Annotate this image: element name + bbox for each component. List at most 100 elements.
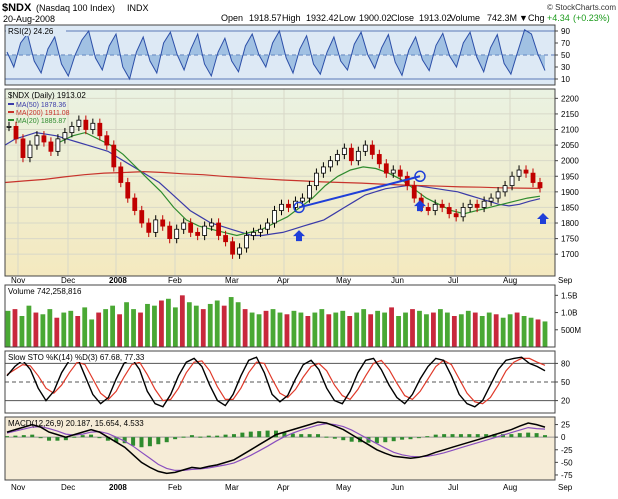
header-date: 20-Aug-2008 — [3, 14, 55, 24]
x-axis-label: Aug — [503, 276, 517, 285]
volume-bar — [486, 312, 492, 347]
candle-body — [6, 126, 12, 128]
macd-histogram-bar — [97, 437, 102, 439]
price-tick-label: 1900 — [561, 188, 579, 197]
volume-bar — [145, 303, 150, 347]
macd-histogram-bar — [164, 437, 169, 443]
header-description: (Nasdaq 100 Index) — [36, 3, 115, 13]
candle-body — [174, 228, 180, 239]
volume-bar — [263, 310, 269, 347]
candle-body — [348, 147, 354, 162]
candle-body — [195, 231, 201, 236]
macd-histogram-bar — [89, 434, 94, 438]
candle-body — [111, 144, 117, 168]
price-tick-label: 1800 — [561, 219, 579, 228]
volume-bar — [12, 309, 18, 347]
macd-histogram-bar — [55, 437, 60, 441]
macd-histogram-bar — [517, 433, 522, 438]
volume-bar — [33, 312, 39, 347]
macd-histogram-bar — [173, 437, 178, 440]
candle-body — [474, 203, 480, 208]
volume-bar — [242, 309, 248, 347]
rsi-title: RSI(2) 24.26 — [8, 27, 54, 36]
candle-body — [265, 222, 270, 230]
price-title: $NDX (Daily) 1913.02 — [8, 91, 86, 100]
rsi-tick-label: 10 — [561, 75, 570, 84]
macd-histogram-bar — [408, 437, 413, 440]
candle-body — [251, 231, 256, 236]
rsi-tick-label: 50 — [561, 51, 570, 60]
x-axis: Nov Nov Dec Dec 2008 2008 Feb Feb Mar Mar Apr Apr Ma… — [11, 276, 573, 492]
candle-body — [279, 203, 284, 211]
macd-histogram-bar — [114, 437, 119, 443]
candle-body — [209, 222, 215, 227]
rsi-tick-label: 30 — [561, 63, 570, 72]
volume-bar — [96, 312, 102, 347]
macd-tick-label: -50 — [561, 458, 573, 467]
macd-histogram-bar — [290, 433, 295, 438]
macd-histogram-bar — [38, 437, 43, 439]
candle-body — [41, 135, 47, 143]
volume-bar — [396, 316, 401, 347]
candle-body — [446, 207, 452, 215]
volume-bar — [326, 314, 332, 347]
candle-body — [181, 222, 187, 230]
sto-title: Slow STO %K(14) %D(3) 67.68, 77.33 — [8, 353, 145, 362]
x-axis-label: Jun — [391, 483, 404, 492]
volume-tick-label: 1.0B — [561, 309, 577, 318]
macd-histogram-bar — [63, 437, 68, 441]
down-triangle-icon: ▼ — [519, 13, 528, 23]
candle-body — [439, 203, 445, 208]
candle-body — [76, 119, 82, 127]
rsi-title-bg — [6, 26, 66, 36]
rsi-fill-area — [7, 29, 545, 79]
candle-body — [286, 203, 291, 208]
chg-label: Chg — [528, 13, 545, 23]
macd-histogram-bar — [47, 437, 52, 441]
slow-stochastic-panel: 20 50 80 Slow STO %K(14) %D(3) 67.68, 77.33 — [4, 350, 570, 414]
volume-bar — [333, 312, 339, 347]
ma50-line — [4, 131, 541, 237]
chg-value: +4.34 — [547, 13, 570, 23]
macd-histogram-bar — [206, 435, 211, 438]
volume-bar — [117, 314, 122, 347]
volume-bar — [40, 314, 46, 347]
macd-histogram-bar — [307, 434, 312, 438]
candle-body — [481, 200, 487, 208]
macd-histogram-bar — [105, 437, 110, 441]
volume-bar — [403, 312, 408, 347]
macd-histogram-bar — [122, 437, 127, 444]
trendline-end-circle — [414, 170, 426, 183]
candle-body — [495, 191, 501, 199]
x-axis-label: Nov — [11, 483, 25, 492]
volume-bar — [389, 307, 394, 347]
macd-histogram-bar — [215, 435, 220, 438]
sto-tick-label: 50 — [561, 378, 570, 387]
macd-tick-label: -25 — [561, 446, 573, 455]
volume-value: 742.3M — [487, 13, 517, 23]
candle-body — [202, 225, 208, 236]
x-axis-label: Feb — [168, 276, 182, 285]
macd-histogram-bar — [349, 437, 354, 442]
macd-histogram-bar — [240, 432, 245, 438]
macd-histogram-bar — [156, 437, 161, 445]
macd-title: MACD(12,26,9) 20.187, 15.654, 4.533 — [8, 419, 144, 428]
volume-bar — [424, 314, 429, 347]
high-value: 1932.42 — [306, 13, 339, 23]
candle-body — [502, 185, 508, 193]
candle-body — [34, 135, 40, 146]
volume-bar — [200, 309, 206, 347]
x-axis-label: 2008 — [109, 276, 127, 285]
candle-body — [314, 172, 319, 187]
candle-body — [160, 219, 166, 227]
volume-bar — [26, 305, 32, 347]
sto-k-line — [6, 356, 546, 408]
macd-histogram-bar — [231, 434, 236, 438]
macd-histogram-bar — [21, 435, 26, 438]
macd-histogram-bar — [30, 434, 35, 438]
macd-histogram-bar — [509, 434, 514, 438]
volume-bar — [514, 312, 520, 347]
legend-entry: MA(50) 1878.36 — [16, 102, 66, 109]
